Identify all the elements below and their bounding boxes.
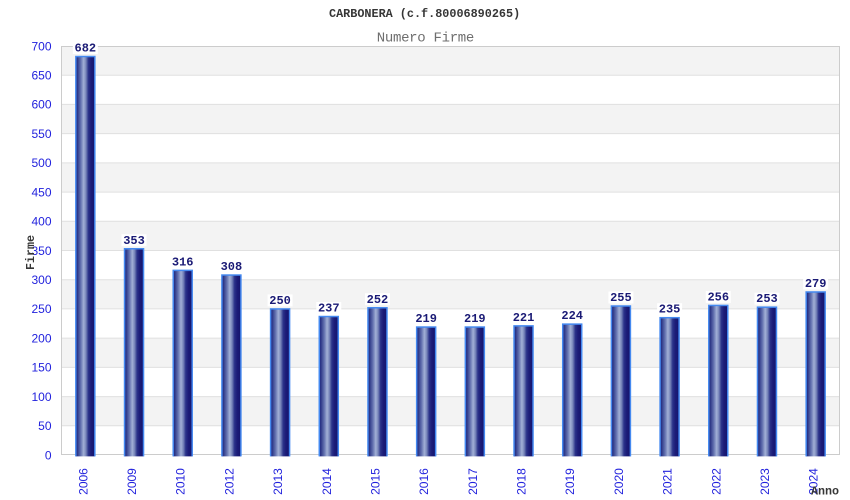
svg-text:350: 350 (31, 244, 51, 258)
svg-text:2021: 2021 (661, 468, 675, 495)
svg-text:50: 50 (38, 419, 52, 433)
svg-text:0: 0 (45, 448, 52, 462)
svg-text:252: 252 (367, 293, 389, 307)
svg-text:2016: 2016 (417, 468, 431, 495)
svg-text:2013: 2013 (271, 468, 285, 495)
svg-text:2010: 2010 (174, 468, 188, 495)
svg-text:200: 200 (31, 331, 51, 345)
svg-text:2019: 2019 (563, 468, 577, 495)
svg-text:2017: 2017 (466, 468, 480, 495)
svg-text:2020: 2020 (612, 468, 626, 495)
svg-text:2006: 2006 (76, 468, 90, 495)
svg-text:250: 250 (269, 294, 291, 308)
svg-text:235: 235 (659, 303, 681, 317)
svg-text:650: 650 (31, 69, 51, 83)
svg-text:219: 219 (415, 312, 437, 326)
svg-text:CARBONERA (c.f.80006890265): CARBONERA (c.f.80006890265) (329, 7, 520, 21)
svg-text:2015: 2015 (368, 468, 382, 495)
svg-text:224: 224 (561, 309, 583, 323)
svg-text:600: 600 (31, 98, 51, 112)
svg-text:300: 300 (31, 273, 51, 287)
svg-text:2018: 2018 (515, 468, 529, 495)
svg-text:256: 256 (707, 290, 729, 304)
svg-text:316: 316 (172, 255, 194, 269)
svg-text:2024: 2024 (807, 468, 821, 495)
svg-text:150: 150 (31, 361, 51, 375)
svg-text:253: 253 (756, 292, 778, 306)
svg-text:2014: 2014 (320, 468, 334, 495)
svg-text:2023: 2023 (758, 468, 772, 495)
svg-text:353: 353 (123, 234, 145, 248)
svg-text:308: 308 (221, 260, 243, 274)
svg-text:700: 700 (31, 39, 51, 53)
svg-text:2009: 2009 (125, 468, 139, 495)
svg-text:Numero Firme: Numero Firme (377, 30, 474, 46)
svg-text:450: 450 (31, 185, 51, 199)
svg-text:100: 100 (31, 390, 51, 404)
svg-text:500: 500 (31, 156, 51, 170)
svg-text:250: 250 (31, 302, 51, 316)
svg-text:221: 221 (513, 311, 535, 325)
svg-text:2012: 2012 (222, 468, 236, 495)
svg-text:237: 237 (318, 302, 340, 316)
svg-text:682: 682 (75, 42, 97, 56)
svg-text:2022: 2022 (709, 468, 723, 495)
svg-text:279: 279 (805, 277, 827, 291)
svg-text:550: 550 (31, 127, 51, 141)
svg-text:Firme: Firme (24, 235, 38, 270)
svg-text:255: 255 (610, 291, 632, 305)
svg-text:400: 400 (31, 215, 51, 229)
svg-text:Anno: Anno (811, 485, 839, 499)
svg-text:219: 219 (464, 312, 486, 326)
